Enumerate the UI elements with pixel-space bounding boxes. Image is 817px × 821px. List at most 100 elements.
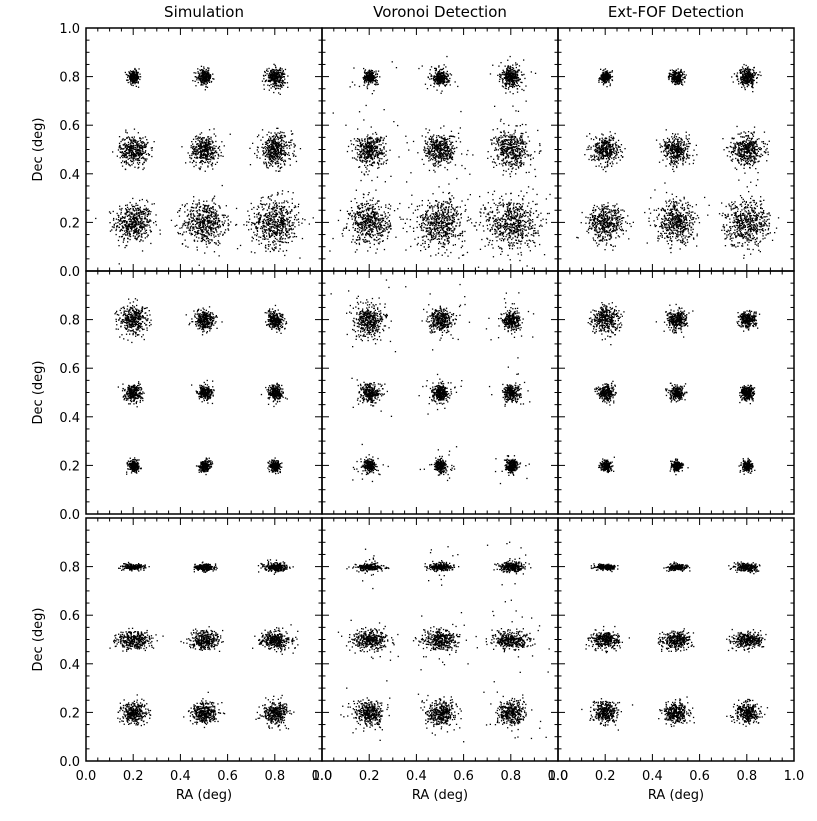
point xyxy=(439,241,441,243)
point xyxy=(262,136,264,138)
point xyxy=(133,74,135,77)
point xyxy=(446,213,449,215)
point xyxy=(179,227,181,229)
point xyxy=(127,158,129,160)
point xyxy=(202,222,204,224)
point xyxy=(188,221,190,223)
point xyxy=(280,227,282,230)
point xyxy=(364,206,366,208)
point xyxy=(285,230,287,232)
point xyxy=(399,202,401,205)
point xyxy=(268,140,270,142)
point xyxy=(266,213,268,215)
point xyxy=(277,146,279,148)
point xyxy=(281,147,283,150)
point xyxy=(192,227,194,229)
point xyxy=(375,189,377,191)
point xyxy=(200,221,202,223)
point xyxy=(113,223,115,225)
point xyxy=(437,227,439,229)
point xyxy=(195,85,197,87)
point xyxy=(450,233,453,235)
point xyxy=(196,219,198,221)
point xyxy=(277,136,279,138)
point xyxy=(215,212,217,214)
point xyxy=(135,208,137,210)
point xyxy=(137,72,139,74)
point xyxy=(266,68,268,70)
point xyxy=(179,233,181,235)
point xyxy=(129,146,131,149)
point xyxy=(129,235,132,238)
point xyxy=(141,222,143,224)
point xyxy=(209,219,211,222)
point xyxy=(283,143,285,146)
point xyxy=(260,197,263,199)
point xyxy=(236,248,239,250)
point xyxy=(523,228,525,230)
point xyxy=(207,165,209,167)
point xyxy=(421,222,423,225)
point xyxy=(262,196,264,198)
point xyxy=(133,224,135,226)
point xyxy=(368,229,370,231)
point xyxy=(280,151,282,153)
point xyxy=(196,222,198,224)
point xyxy=(195,210,198,212)
point xyxy=(500,253,502,255)
point xyxy=(220,155,222,157)
point xyxy=(281,212,283,214)
point xyxy=(209,225,211,228)
point xyxy=(341,233,343,235)
point xyxy=(131,225,133,227)
point xyxy=(197,233,199,235)
point xyxy=(432,210,434,212)
point xyxy=(203,67,205,70)
point xyxy=(198,208,200,211)
point xyxy=(270,158,272,161)
point xyxy=(275,150,278,152)
point xyxy=(217,227,220,229)
point xyxy=(203,207,205,209)
point xyxy=(117,239,120,242)
point xyxy=(123,227,125,229)
point xyxy=(140,138,142,140)
point xyxy=(276,158,278,160)
point xyxy=(496,226,498,228)
point xyxy=(222,224,224,227)
point xyxy=(120,148,122,150)
point xyxy=(130,216,132,218)
point xyxy=(441,226,443,228)
point xyxy=(444,201,447,203)
point xyxy=(133,146,135,148)
point xyxy=(195,164,197,166)
point xyxy=(447,243,449,245)
point xyxy=(288,141,290,143)
point xyxy=(443,215,445,217)
point xyxy=(136,233,138,235)
point xyxy=(276,194,279,196)
point xyxy=(387,212,389,214)
point xyxy=(308,223,310,225)
point xyxy=(369,220,371,223)
point xyxy=(199,168,201,170)
point xyxy=(135,69,137,71)
point xyxy=(358,243,361,246)
point xyxy=(367,207,369,209)
point xyxy=(208,143,210,145)
point xyxy=(285,141,287,143)
point xyxy=(431,239,433,241)
point xyxy=(197,68,199,70)
point xyxy=(134,220,136,222)
point xyxy=(281,202,283,204)
point xyxy=(456,210,458,212)
point xyxy=(273,140,275,142)
point xyxy=(150,220,152,222)
point xyxy=(353,216,355,218)
point xyxy=(277,127,279,129)
point xyxy=(278,156,280,158)
point xyxy=(284,238,286,240)
point xyxy=(285,208,287,211)
point xyxy=(191,151,194,153)
point xyxy=(199,147,201,149)
